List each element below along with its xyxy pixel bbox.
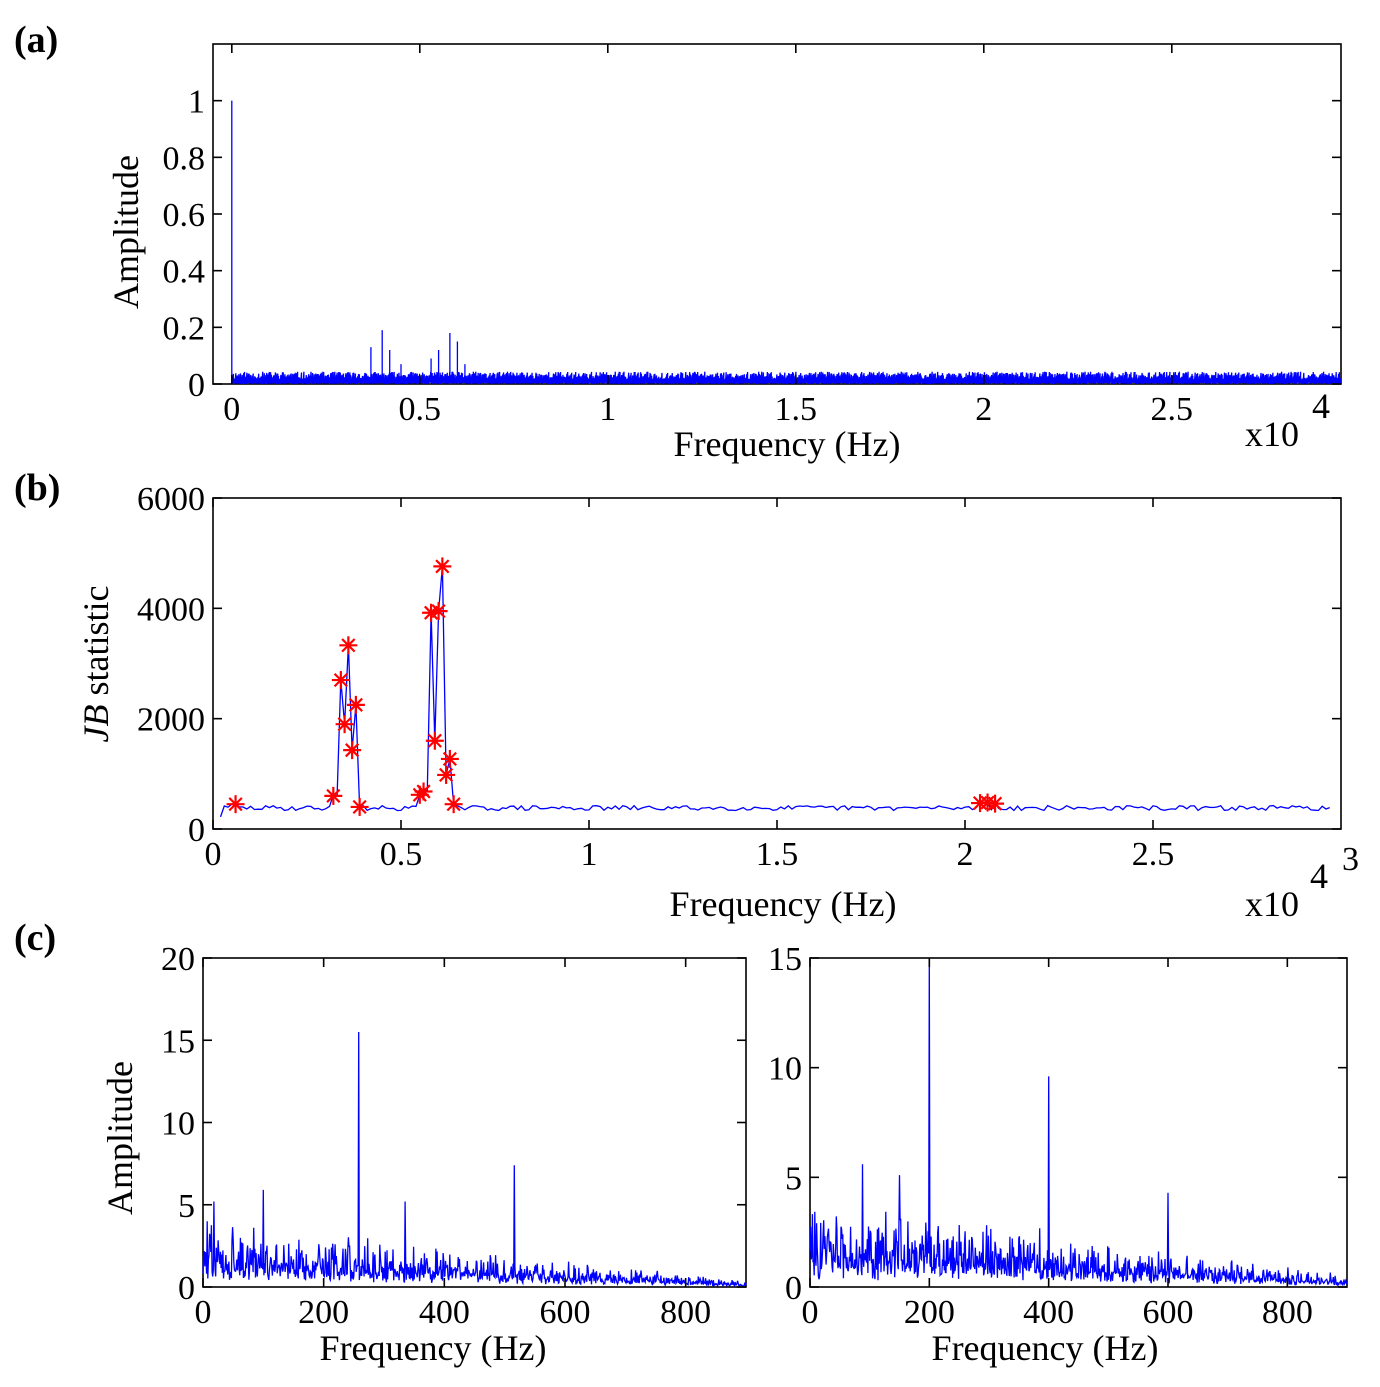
chart-c1-ylabel: Amplitude	[100, 1061, 140, 1215]
chart-a-xticks: 0 0.5 1 1.5 2 2.5	[223, 44, 1193, 428]
panel-label-c: (c)	[14, 917, 56, 959]
chart-b-marker	[324, 786, 343, 805]
chart-b-line	[219, 566, 1330, 818]
chart-c2-line	[809, 957, 1348, 1287]
chart-a-xtick-label: 1	[599, 391, 616, 428]
chart-b-marker	[425, 731, 444, 750]
chart-c1-ytick-label: 10	[161, 1106, 195, 1143]
chart-a-xtick-label: 0.5	[399, 391, 442, 428]
chart-c2-xtick-label: 200	[904, 1294, 955, 1331]
chart-a: 0 0.5 1 1.5 2 2.5 0 0.2 0.4 0.6 0.8 1 Frequency (H…	[106, 43, 1342, 464]
chart-c1-xtick-label: 600	[540, 1294, 591, 1331]
chart-b-marker	[429, 602, 448, 621]
chart-c2-xtick-label: 800	[1262, 1294, 1313, 1331]
chart-b-exponent: x10	[1245, 884, 1299, 924]
chart-c1-xticks: 0 200 400 600 800	[195, 958, 711, 1331]
panel-label-a: (a)	[14, 19, 58, 61]
chart-c1-ytick-label: 15	[161, 1023, 195, 1060]
chart-b-marker	[437, 765, 456, 784]
chart-a-yticks: 0 0.2 0.4 0.6 0.8 1	[163, 84, 1341, 404]
chart-c2-xtick-label: 600	[1143, 1294, 1194, 1331]
chart-b: 0 0.5 1 1.5 2 2.5 0 2000 4000 6000 Frequency (Hz…	[76, 481, 1359, 924]
chart-c2-yticks: 0 5 10 15	[768, 941, 1347, 1307]
chart-b-markers	[226, 557, 1005, 816]
chart-b-ytick-label: 0	[188, 812, 205, 849]
chart-a-exponent: x10	[1245, 414, 1299, 454]
chart-c1-ytick-label: 20	[161, 941, 195, 978]
chart-c1-ytick-label: 5	[178, 1188, 195, 1225]
chart-b-ylabel-rest: statistic	[76, 586, 116, 705]
chart-b-marker	[433, 557, 452, 576]
chart-c2-ytick-label: 10	[768, 1051, 802, 1088]
chart-b-ytick-label: 6000	[137, 481, 205, 518]
chart-c1-ytick-label: 0	[178, 1270, 195, 1307]
chart-a-ytick-label: 0	[188, 367, 205, 404]
chart-a-noise-line	[231, 371, 1342, 385]
chart-c1-line	[202, 1031, 747, 1289]
chart-c2-ytick-label: 0	[785, 1270, 802, 1307]
chart-c2-xlabel: Frequency (Hz)	[932, 1328, 1159, 1368]
chart-b-marker	[346, 695, 365, 714]
chart-a-exponent-power: 4	[1312, 386, 1330, 426]
chart-a-ylabel: Amplitude	[106, 155, 146, 309]
chart-b-xtick-label: 2	[957, 836, 974, 873]
chart-c2: 0 200 400 600 800 0 5 10 15 Frequency (Hz)	[768, 941, 1348, 1368]
chart-a-xtick-label: 0	[223, 391, 240, 428]
chart-b-xtick-label: 0	[205, 836, 222, 873]
chart-b-xtick-label: 1	[581, 836, 598, 873]
chart-b-yticks: 0 2000 4000 6000	[137, 481, 1341, 849]
chart-a-ytick-label: 0.4	[163, 254, 206, 291]
chart-a-series	[231, 100, 1342, 385]
chart-c2-series	[809, 957, 1348, 1287]
chart-b-marker	[440, 749, 459, 768]
chart-b-marker	[339, 636, 358, 655]
chart-c2-ytick-label: 5	[785, 1160, 802, 1197]
chart-b-marker	[331, 671, 350, 690]
chart-b-marker	[343, 741, 362, 760]
chart-c2-xticks: 0 200 400 600 800	[802, 958, 1313, 1331]
chart-b-marker	[226, 795, 245, 814]
panel-label-b: (b)	[14, 467, 60, 509]
chart-a-xtick-label: 1.5	[775, 391, 818, 428]
chart-c1-xtick-label: 400	[419, 1294, 470, 1331]
chart-c2-xtick-label: 400	[1023, 1294, 1074, 1331]
chart-b-xtick-label: 2.5	[1132, 836, 1175, 873]
chart-a-ytick-label: 0.2	[163, 310, 206, 347]
chart-a-xlabel: Frequency (Hz)	[674, 424, 901, 464]
chart-a-ytick-label: 0.6	[163, 197, 206, 234]
chart-b-xlabel: Frequency (Hz)	[670, 884, 897, 924]
chart-a-xtick-label: 2	[975, 391, 992, 428]
chart-c2-ytick-label: 15	[768, 941, 802, 978]
chart-c1-frame	[202, 957, 747, 1288]
chart-b-ylabel-italic: JB	[76, 705, 116, 743]
chart-b-exponent-power: 4	[1310, 856, 1328, 896]
chart-c1-xtick-label: 800	[660, 1294, 711, 1331]
chart-c1-xlabel: Frequency (Hz)	[320, 1328, 547, 1368]
chart-c1-xtick-label: 0	[195, 1294, 212, 1331]
chart-b-frame	[212, 497, 1342, 830]
chart-b-ytick-label: 2000	[137, 702, 205, 739]
chart-b-marker	[444, 795, 463, 814]
chart-b-xtick-label: 0.5	[380, 836, 423, 873]
chart-b-corner-label: 3	[1342, 841, 1359, 878]
chart-b-ytick-label: 4000	[137, 591, 205, 628]
chart-b-ylabel: JB statistic	[76, 586, 116, 743]
chart-c2-frame	[809, 957, 1348, 1288]
chart-c1-yticks: 0 5 10 15 20	[161, 941, 746, 1307]
chart-b-marker	[414, 782, 433, 801]
chart-c1-xtick-label: 200	[298, 1294, 349, 1331]
chart-b-marker	[986, 794, 1005, 813]
chart-b-series	[219, 566, 1330, 818]
chart-a-ytick-label: 1	[188, 84, 205, 121]
chart-b-xtick-label: 1.5	[756, 836, 799, 873]
chart-c1: 0 200 400 600 800 0 5 10 15 20 Frequency (Hz) Am…	[100, 941, 747, 1368]
chart-b-marker	[335, 715, 354, 734]
chart-b-marker	[350, 797, 369, 816]
chart-b-xticks: 0 0.5 1 1.5 2 2.5	[205, 498, 1175, 873]
chart-a-xtick-label: 2.5	[1151, 391, 1194, 428]
chart-a-ytick-label: 0.8	[163, 140, 206, 177]
chart-c1-series	[202, 1031, 747, 1289]
chart-c2-xtick-label: 0	[802, 1294, 819, 1331]
